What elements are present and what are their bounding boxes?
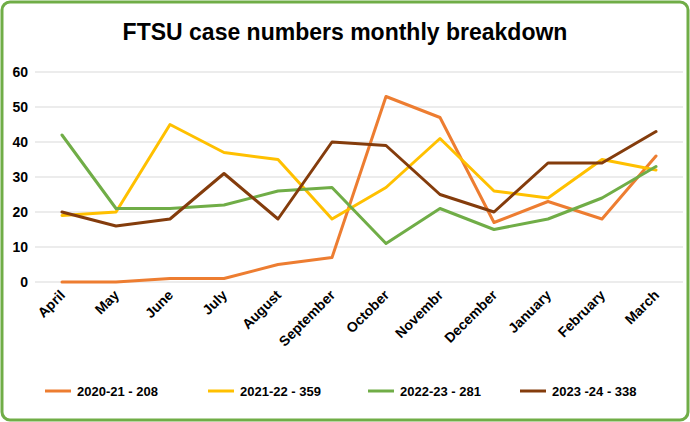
y-tick-label: 10 [12,239,28,255]
chart-border [2,2,688,420]
grid-line [35,247,683,248]
x-tick-label: May [92,287,123,318]
legend-label: 2022-23 - 281 [400,384,481,399]
grid-line [35,107,683,108]
y-tick-label: 50 [12,99,28,115]
series-line [62,135,656,244]
x-tick-label: Novembr [392,286,447,341]
x-tick-label: October [343,286,393,336]
y-tick-label: 60 [12,64,28,80]
title: FTSU case numbers monthly breakdown [123,19,568,45]
plot-area [62,97,656,283]
y-tick-label: 30 [12,169,28,185]
x-tick-label: April [34,287,68,321]
legend-swatch [520,390,546,393]
x-tick-label: August [239,287,285,333]
legend-swatch [208,390,234,393]
x-tick-label: September [276,286,339,349]
x-tick-label: December [441,286,501,346]
y-tick-label: 20 [12,204,28,220]
y-tick-label: 40 [12,134,28,150]
x-tick-label: February [554,287,608,341]
legend-label: 2021-22 - 359 [240,384,321,399]
chart: FTSU case numbers monthly breakdown 0 10 20… [0,0,690,422]
x-tick-label: June [142,287,177,322]
x-tick-label: January [505,287,554,336]
legend-label: 2023 -24 - 338 [552,384,637,399]
legend-label: 2020-21 - 208 [77,384,158,399]
series-line [62,125,656,220]
legend-swatch [368,390,394,393]
x-tick-label: March [622,287,662,327]
series-line [62,97,656,283]
x-tick-label: July [199,287,230,318]
grid-line [35,72,683,73]
legend-swatch [45,390,71,393]
y-tick-label: 0 [20,274,28,290]
series-line [62,132,656,227]
